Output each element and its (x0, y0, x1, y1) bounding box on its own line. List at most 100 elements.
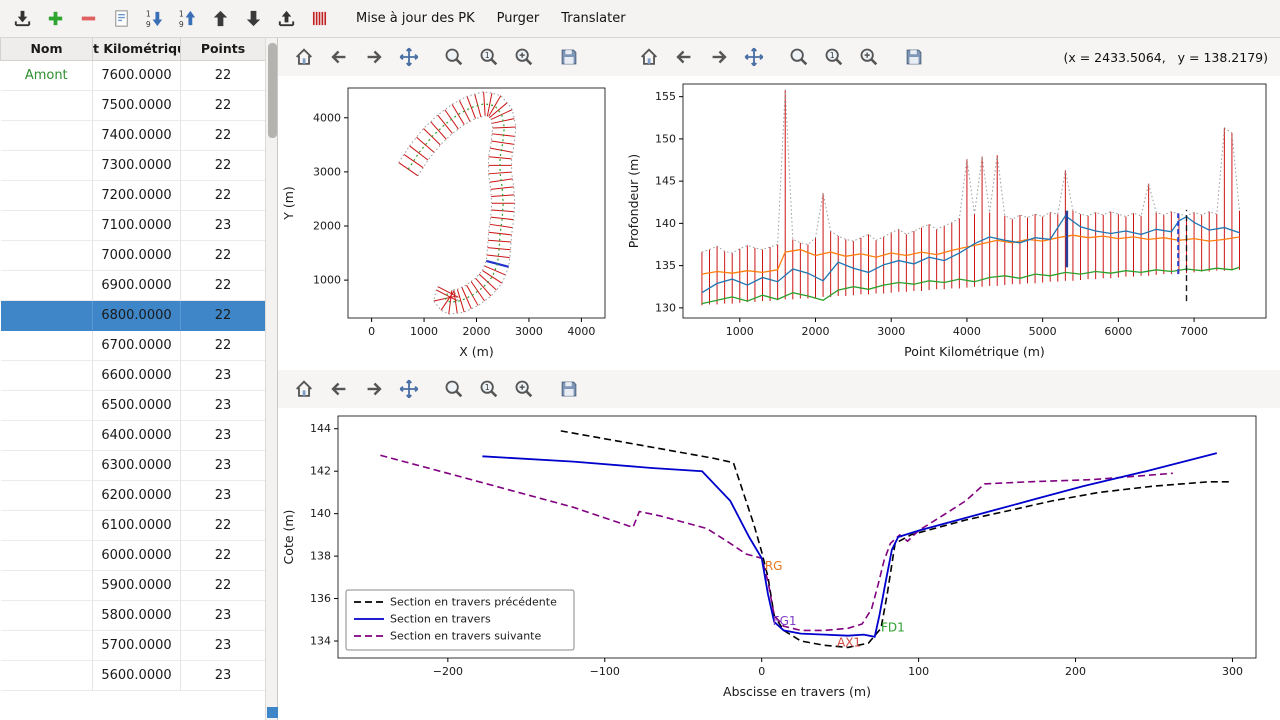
zoom-region-button[interactable] (855, 43, 883, 71)
cell-nom[interactable] (0, 360, 93, 391)
pan-button[interactable] (395, 375, 423, 403)
zoom-region-button[interactable] (510, 43, 538, 71)
cell-points[interactable]: 22 (180, 90, 266, 121)
save-button[interactable] (555, 375, 583, 403)
cell-pk[interactable]: 7400.0000 (92, 120, 181, 151)
update-pk-button[interactable]: Mise à jour des PK (347, 6, 484, 31)
table-row[interactable]: 6600.0000 23 (0, 360, 266, 391)
cell-nom[interactable] (0, 270, 93, 301)
cell-nom[interactable] (0, 300, 93, 331)
save-button[interactable] (900, 43, 928, 71)
cell-pk[interactable]: 6800.0000 (92, 300, 181, 331)
cell-points[interactable]: 22 (180, 240, 266, 271)
cell-nom[interactable] (0, 420, 93, 451)
back-button[interactable] (325, 375, 353, 403)
cell-points[interactable]: 23 (180, 210, 266, 241)
cell-pk[interactable]: 7000.0000 (92, 240, 181, 271)
cell-nom[interactable] (0, 210, 93, 241)
cell-nom[interactable] (0, 330, 93, 361)
edit-button[interactable] (107, 5, 135, 33)
cell-pk[interactable]: 6000.0000 (92, 540, 181, 571)
table-row[interactable]: 6100.0000 22 (0, 510, 266, 541)
cell-pk[interactable]: 6700.0000 (92, 330, 181, 361)
table-row[interactable]: 7000.0000 22 (0, 240, 266, 271)
table-row[interactable]: 5900.0000 22 (0, 570, 266, 601)
move-down-button[interactable] (239, 5, 267, 33)
export-button[interactable] (272, 5, 300, 33)
zoom-one-button[interactable]: 1 (475, 375, 503, 403)
back-button[interactable] (325, 43, 353, 71)
cell-points[interactable]: 23 (180, 390, 266, 421)
table-row[interactable]: 6300.0000 23 (0, 450, 266, 481)
table-row[interactable]: 6200.0000 23 (0, 480, 266, 511)
column-header-nom[interactable]: Nom (0, 38, 93, 61)
translate-button[interactable]: Translater (552, 6, 634, 31)
pan-button[interactable] (740, 43, 768, 71)
forward-button[interactable] (705, 43, 733, 71)
column-header-points[interactable]: Points (180, 38, 266, 61)
table-row[interactable]: 7200.0000 22 (0, 180, 266, 211)
cell-points[interactable]: 22 (180, 120, 266, 151)
cell-nom[interactable] (0, 630, 93, 661)
table-row[interactable]: Amont 7600.0000 22 (0, 60, 266, 91)
zoom-button[interactable] (785, 43, 813, 71)
table-row[interactable]: 6500.0000 23 (0, 390, 266, 421)
cell-nom[interactable] (0, 660, 93, 691)
scrollbar-thumb[interactable] (268, 43, 277, 138)
cell-nom[interactable] (0, 150, 93, 181)
cell-points[interactable]: 22 (180, 150, 266, 181)
home-button[interactable] (290, 375, 318, 403)
zoom-button[interactable] (440, 375, 468, 403)
cell-points[interactable]: 22 (180, 510, 266, 541)
cell-nom[interactable] (0, 240, 93, 271)
cell-nom[interactable] (0, 450, 93, 481)
cell-points[interactable]: 22 (180, 540, 266, 571)
cell-nom[interactable] (0, 510, 93, 541)
cell-pk[interactable]: 5600.0000 (92, 660, 181, 691)
move-up-button[interactable] (206, 5, 234, 33)
table-scrollbar[interactable] (265, 38, 278, 720)
table-row[interactable]: 6800.0000 22 (0, 300, 266, 331)
cell-pk[interactable]: 6200.0000 (92, 480, 181, 511)
cell-pk[interactable]: 7100.0000 (92, 210, 181, 241)
table-row[interactable]: 6400.0000 23 (0, 420, 266, 451)
import-button[interactable] (8, 5, 36, 33)
zoom-button[interactable] (440, 43, 468, 71)
save-button[interactable] (555, 43, 583, 71)
zoom-one-button[interactable]: 1 (820, 43, 848, 71)
table-row[interactable]: 5600.0000 23 (0, 660, 266, 691)
cell-nom[interactable] (0, 480, 93, 511)
cell-nom[interactable] (0, 120, 93, 151)
cell-pk[interactable]: 7500.0000 (92, 90, 181, 121)
home-button[interactable] (290, 43, 318, 71)
add-button[interactable] (41, 5, 69, 33)
forward-button[interactable] (360, 375, 388, 403)
zoom-region-button[interactable] (510, 375, 538, 403)
table-row[interactable]: 7300.0000 22 (0, 150, 266, 181)
column-header-pk[interactable]: t Kilométrique (92, 38, 181, 61)
plan-figure[interactable]: 0 1000 2000 3000 4000 1000 2000 3000 4000 X (m) Y … (278, 76, 623, 370)
cell-pk[interactable]: 7200.0000 (92, 180, 181, 211)
cell-points[interactable]: 22 (180, 60, 266, 91)
table-row[interactable]: 7100.0000 23 (0, 210, 266, 241)
cell-nom[interactable] (0, 540, 93, 571)
purge-button[interactable]: Purger (488, 6, 549, 31)
cell-points[interactable]: 23 (180, 450, 266, 481)
cell-pk[interactable]: 6900.0000 (92, 270, 181, 301)
cell-nom[interactable] (0, 570, 93, 601)
cell-points[interactable]: 22 (180, 270, 266, 301)
table-row[interactable]: 6700.0000 22 (0, 330, 266, 361)
table-row[interactable]: 7400.0000 22 (0, 120, 266, 151)
cell-pk[interactable]: 5800.0000 (92, 600, 181, 631)
cell-nom[interactable] (0, 90, 93, 121)
cell-points[interactable]: 23 (180, 480, 266, 511)
cell-points[interactable]: 23 (180, 420, 266, 451)
table-row[interactable]: 5800.0000 23 (0, 600, 266, 631)
remove-button[interactable] (74, 5, 102, 33)
table-row[interactable]: 7500.0000 22 (0, 90, 266, 121)
cell-points[interactable]: 22 (180, 570, 266, 601)
cell-points[interactable]: 23 (180, 600, 266, 631)
cell-pk[interactable]: 6600.0000 (92, 360, 181, 391)
